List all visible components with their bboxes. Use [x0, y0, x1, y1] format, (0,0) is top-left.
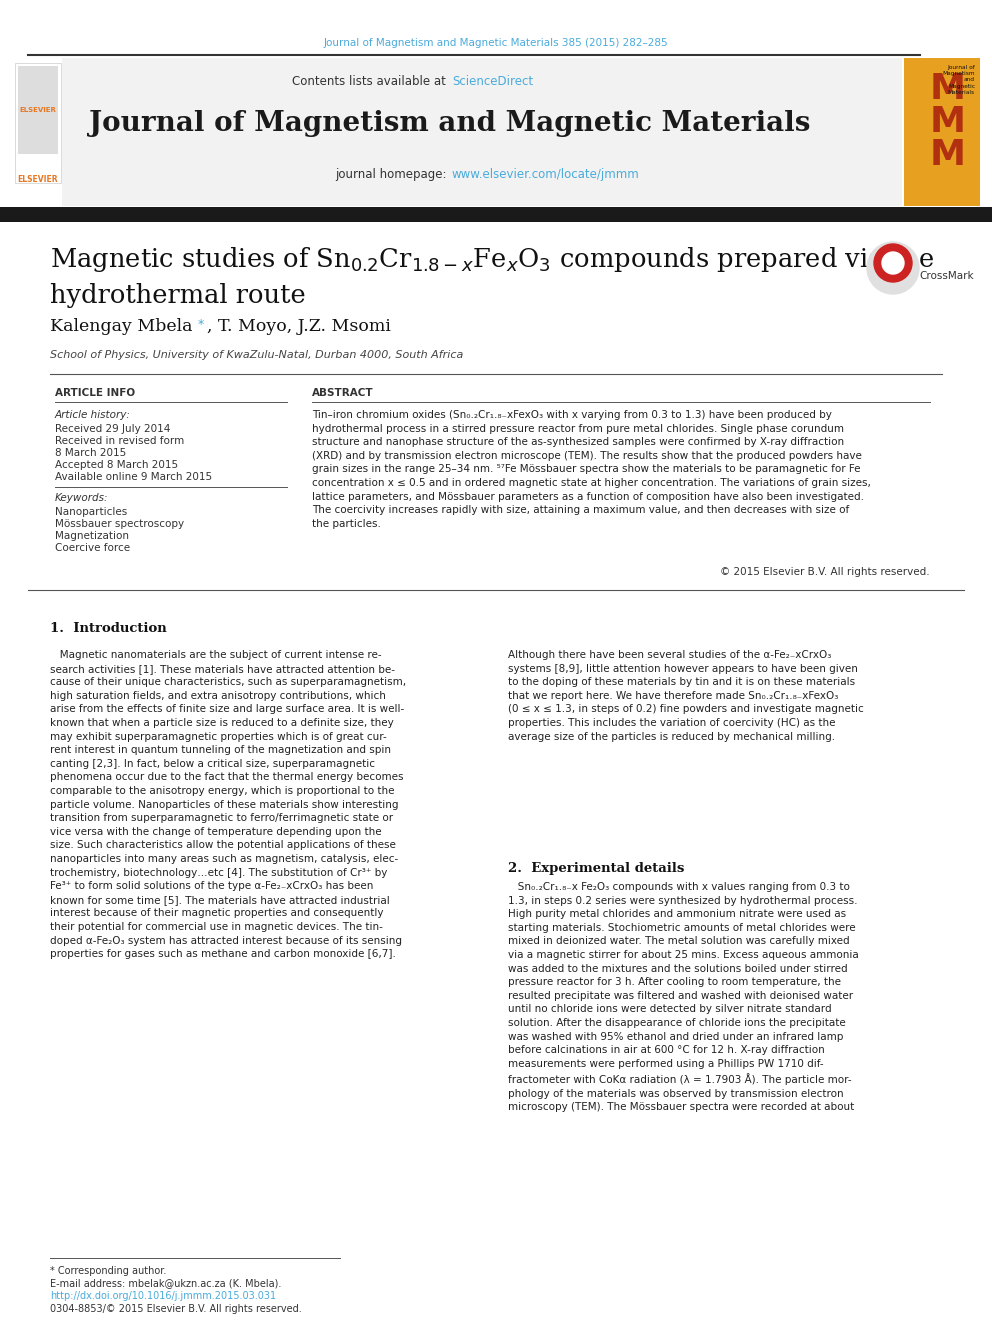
Text: hydrothermal route: hydrothermal route — [50, 283, 306, 308]
Text: Magnetic nanomaterials are the subject of current intense re-
search activities : Magnetic nanomaterials are the subject o… — [50, 650, 406, 959]
FancyBboxPatch shape — [904, 58, 980, 206]
Text: ARTICLE INFO: ARTICLE INFO — [55, 388, 135, 398]
Text: www.elsevier.com/locate/jmmm: www.elsevier.com/locate/jmmm — [452, 168, 640, 181]
Text: 8 March 2015: 8 March 2015 — [55, 448, 126, 458]
Text: Journal of Magnetism and Magnetic Materials 385 (2015) 282–285: Journal of Magnetism and Magnetic Materi… — [323, 38, 669, 48]
Text: ABSTRACT: ABSTRACT — [312, 388, 374, 398]
Text: *: * — [198, 318, 204, 331]
Text: M: M — [930, 138, 966, 172]
Text: M: M — [930, 105, 966, 139]
Text: http://dx.doi.org/10.1016/j.jmmm.2015.03.031: http://dx.doi.org/10.1016/j.jmmm.2015.03… — [50, 1291, 276, 1301]
Text: 1.  Introduction: 1. Introduction — [50, 622, 167, 635]
Text: Magnetization: Magnetization — [55, 531, 129, 541]
Text: Keywords:: Keywords: — [55, 493, 108, 503]
Text: Although there have been several studies of the α-Fe₂₋xCrxO₃
systems [8,9], litt: Although there have been several studies… — [508, 650, 864, 742]
Text: 2.  Experimental details: 2. Experimental details — [508, 863, 684, 875]
Text: ELSEVIER: ELSEVIER — [20, 107, 57, 112]
Text: Received 29 July 2014: Received 29 July 2014 — [55, 423, 171, 434]
Text: Mössbauer spectroscopy: Mössbauer spectroscopy — [55, 519, 185, 529]
Text: School of Physics, University of KwaZulu-Natal, Durban 4000, South Africa: School of Physics, University of KwaZulu… — [50, 351, 463, 360]
Text: Journal of Magnetism and Magnetic Materials: Journal of Magnetism and Magnetic Materi… — [89, 110, 810, 138]
Text: Available online 9 March 2015: Available online 9 March 2015 — [55, 472, 212, 482]
Text: * Corresponding author.: * Corresponding author. — [50, 1266, 167, 1275]
FancyBboxPatch shape — [62, 58, 902, 206]
Text: Magnetic studies of Sn$_{0.2}$Cr$_{1.8-x}$Fe$_x$O$_3$ compounds prepared via the: Magnetic studies of Sn$_{0.2}$Cr$_{1.8-x… — [50, 245, 934, 274]
Text: CrossMark: CrossMark — [919, 271, 973, 280]
Circle shape — [874, 243, 912, 282]
Text: M: M — [930, 71, 966, 106]
Text: , T. Moyo, J.Z. Msomi: , T. Moyo, J.Z. Msomi — [207, 318, 391, 335]
FancyBboxPatch shape — [15, 64, 61, 183]
Text: Tin–iron chromium oxides (Sn₀.₂Cr₁.₈₋xFexO₃ with x varying from 0.3 to 1.3) have: Tin–iron chromium oxides (Sn₀.₂Cr₁.₈₋xFe… — [312, 410, 871, 529]
Text: Sn₀.₂Cr₁.₈₋x Fe₂O₃ compounds with x values ranging from 0.3 to
1.3, in steps 0.2: Sn₀.₂Cr₁.₈₋x Fe₂O₃ compounds with x valu… — [508, 882, 859, 1113]
FancyBboxPatch shape — [18, 66, 58, 153]
Text: Contents lists available at: Contents lists available at — [293, 75, 450, 89]
Text: © 2015 Elsevier B.V. All rights reserved.: © 2015 Elsevier B.V. All rights reserved… — [720, 568, 930, 577]
Text: Journal of
Magnetism
and
Magnetic
Materials: Journal of Magnetism and Magnetic Materi… — [942, 65, 975, 95]
Text: Coercive force: Coercive force — [55, 542, 130, 553]
Text: Nanoparticles: Nanoparticles — [55, 507, 127, 517]
Text: ScienceDirect: ScienceDirect — [452, 75, 533, 89]
Text: 0304-8853/© 2015 Elsevier B.V. All rights reserved.: 0304-8853/© 2015 Elsevier B.V. All right… — [50, 1304, 302, 1314]
Text: Kalengay Mbela: Kalengay Mbela — [50, 318, 192, 335]
Text: Received in revised form: Received in revised form — [55, 437, 185, 446]
Text: Accepted 8 March 2015: Accepted 8 March 2015 — [55, 460, 179, 470]
Circle shape — [882, 251, 904, 274]
Circle shape — [867, 242, 919, 294]
Text: journal homepage:: journal homepage: — [334, 168, 450, 181]
Text: Article history:: Article history: — [55, 410, 131, 419]
Text: ELSEVIER: ELSEVIER — [18, 175, 59, 184]
Text: E-mail address: mbelak@ukzn.ac.za (K. Mbela).: E-mail address: mbelak@ukzn.ac.za (K. Mb… — [50, 1278, 282, 1289]
FancyBboxPatch shape — [0, 206, 992, 222]
